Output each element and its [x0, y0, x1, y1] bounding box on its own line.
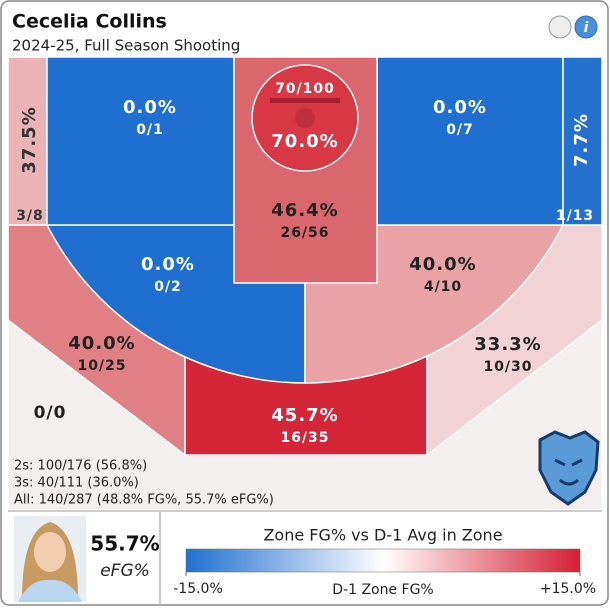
- summary-line: 2s: 100/176 (56.8%): [14, 459, 147, 474]
- zone-pct: 40.0%: [68, 333, 135, 354]
- hoop: [295, 108, 315, 128]
- zone-pct: 37.5%: [19, 106, 40, 173]
- court-overlay: 70/100 70.0%: [270, 81, 340, 152]
- zone: [376, 56, 564, 226]
- efg-label: eFG%: [100, 561, 150, 581]
- player-photo: [14, 516, 86, 602]
- zone-pct: 70.0%: [271, 131, 338, 152]
- court: 0/0 40.0% 10/25 45.7% 16/35 33.3% 10/30 0.0% 0/2…: [7, 56, 603, 511]
- efg-value: 55.7%: [90, 532, 159, 556]
- info-icon[interactable]: [574, 15, 598, 39]
- legend-axis-label: D-1 Zone FG%: [332, 582, 434, 598]
- info-glyph: i: [584, 20, 589, 36]
- zone-shots: 10/30: [483, 359, 532, 375]
- zone-shots: 26/56: [280, 225, 329, 241]
- zone-shots: 0/0: [34, 403, 67, 423]
- zone-pct: 0.0%: [123, 97, 177, 118]
- zone-pct: 46.4%: [271, 200, 338, 221]
- summary-line: All: 140/287 (48.8% FG%, 55.7% eFG%): [14, 493, 274, 508]
- legend-tick-label: +15.0%: [540, 581, 596, 597]
- zone-shots: 1/13: [556, 208, 594, 224]
- zone-pct: 7.7%: [571, 113, 592, 167]
- zone-pct: 0.0%: [141, 254, 195, 275]
- subtitle: 2024-25, Full Season Shooting: [12, 37, 240, 55]
- player-name: Cecelia Collins: [12, 11, 167, 33]
- zone-pct: 40.0%: [409, 254, 476, 275]
- zone-shots: 4/10: [424, 279, 462, 295]
- team-logo: [538, 430, 600, 506]
- legend-colorbar: [185, 548, 581, 573]
- toggle-icon[interactable]: [548, 15, 572, 39]
- zone: [46, 56, 235, 226]
- summary-line: 3s: 40/111 (36.0%): [14, 476, 139, 491]
- legend-ticks: -15.0% +15.0%: [173, 572, 596, 597]
- zone-shots: 16/35: [280, 430, 329, 446]
- zone-pct: 33.3%: [474, 334, 541, 355]
- backboard: [270, 98, 340, 103]
- zone-shots: 0/2: [154, 279, 182, 295]
- zone-pct: 0.0%: [433, 97, 487, 118]
- legend-tick-label: -15.0%: [173, 581, 223, 597]
- summary: 2s: 100/176 (56.8%) 3s: 40/111 (36.0%) All…: [14, 459, 274, 508]
- legend-title: Zone FG% vs D-1 Avg in Zone: [263, 526, 502, 545]
- zone-shots: 10/25: [77, 358, 126, 374]
- zone-shots: 0/1: [136, 122, 164, 138]
- zone-shots: 70/100: [275, 81, 335, 97]
- zone: [562, 56, 603, 226]
- zone-shots: 0/7: [446, 122, 474, 138]
- zone-shots: 3/8: [16, 208, 44, 224]
- zone-pct: 45.7%: [271, 405, 338, 426]
